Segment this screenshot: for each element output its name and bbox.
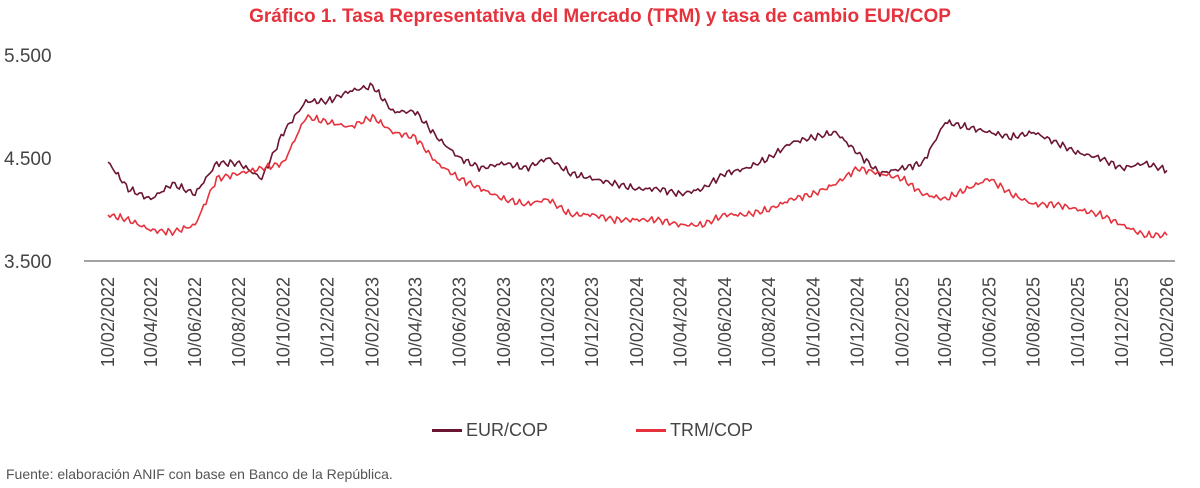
y-axis: 3.500 4.500 5.500 bbox=[4, 46, 52, 273]
y-tick-label: 5.500 bbox=[4, 46, 52, 67]
x-tick-label: 10/02/2026 bbox=[1157, 277, 1177, 367]
x-axis: 10/02/2022 10/04/2022 10/06/2022 10/08/2022… bbox=[84, 260, 1177, 367]
x-tick-label: 10/04/2025 bbox=[935, 277, 955, 367]
x-tick-label: 10/12/2022 bbox=[318, 277, 338, 367]
x-tick-label: 10/10/2023 bbox=[538, 277, 558, 367]
legend: EUR/COP TRM/COP bbox=[0, 420, 1200, 444]
legend-label-eur: EUR/COP bbox=[466, 420, 549, 440]
legend-item-eur: EUR/COP bbox=[432, 420, 548, 441]
x-tick-label: 10/12/2024 bbox=[847, 277, 867, 367]
series-line-eur bbox=[107, 82, 1168, 201]
y-tick-label: 4.500 bbox=[4, 149, 52, 170]
x-tick-label: 10/02/2025 bbox=[892, 277, 912, 367]
y-tick-label: 3.500 bbox=[4, 252, 52, 273]
x-tick-label: 10/08/2022 bbox=[229, 277, 249, 367]
series-layer bbox=[107, 82, 1168, 239]
chart-title: Gráfico 1. Tasa Representativa del Merca… bbox=[249, 6, 951, 27]
x-tick-label: 10/08/2025 bbox=[1024, 277, 1044, 367]
x-tick-label: 10/04/2023 bbox=[405, 277, 425, 367]
x-tick-label: 10/02/2024 bbox=[627, 277, 647, 367]
x-tick-label: 10/10/2025 bbox=[1068, 277, 1088, 367]
x-tick-label: 10/08/2023 bbox=[494, 277, 514, 367]
legend-item-trm: TRM/COP bbox=[636, 420, 753, 441]
x-tick-label: 10/02/2022 bbox=[98, 277, 118, 367]
x-tick-label: 10/04/2024 bbox=[671, 277, 691, 367]
x-tick-label: 10/08/2024 bbox=[759, 277, 779, 367]
x-tick-label: 10/12/2025 bbox=[1112, 277, 1132, 367]
x-tick-label: 10/04/2022 bbox=[141, 277, 161, 367]
x-tick-label: 10/06/2023 bbox=[450, 277, 470, 367]
x-tick-label: 10/06/2025 bbox=[979, 277, 999, 367]
x-tick-label: 10/02/2023 bbox=[363, 277, 383, 367]
x-tick-label: 10/06/2022 bbox=[185, 277, 205, 367]
legend-swatch-eur bbox=[432, 429, 462, 432]
x-tick-label: 10/06/2024 bbox=[715, 277, 735, 367]
x-tick-label: 10/12/2023 bbox=[582, 277, 602, 367]
source-note: Fuente: elaboración ANIF con base en Ban… bbox=[6, 466, 393, 482]
series-line-trm bbox=[107, 113, 1168, 239]
legend-swatch-trm bbox=[636, 429, 666, 432]
x-tick-label: 10/10/2022 bbox=[273, 277, 293, 367]
x-tick-label: 10/10/2024 bbox=[803, 277, 823, 367]
legend-label-trm: TRM/COP bbox=[670, 420, 753, 440]
